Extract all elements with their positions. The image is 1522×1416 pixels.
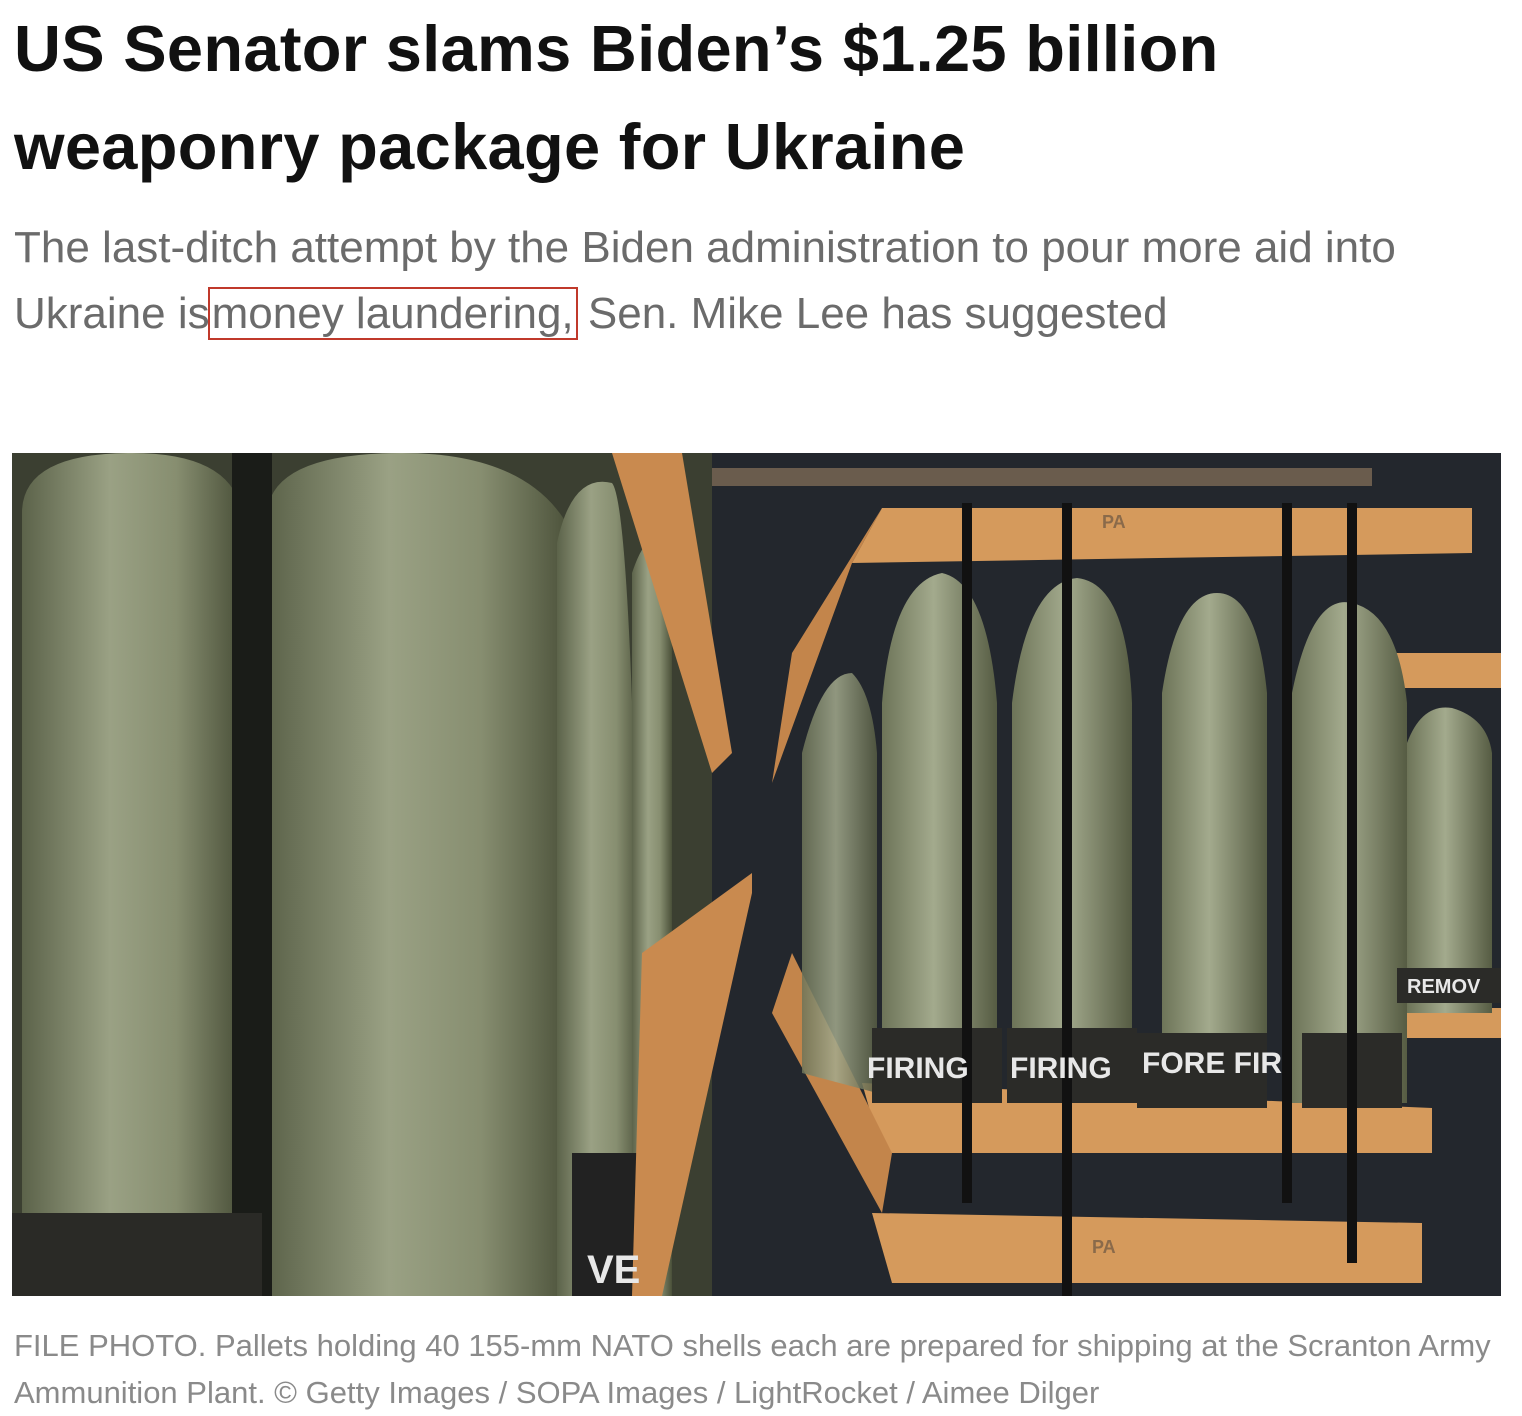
shell-label: FORE FIR [1142,1047,1282,1080]
shell-label: REMOV [1407,976,1481,998]
article-photo: FIRING FIRING FORE FIR REMOV VE PA PA [12,453,1501,1296]
shell-label: VE [587,1248,640,1292]
pallet-stamp: PA [1092,1237,1116,1257]
subtitle-text-end: Sen. Mike Lee has suggested [587,289,1168,338]
article-headline: US Senator slams Biden’s $1.25 billion w… [14,12,1219,183]
ammunition-shells-image: FIRING FIRING FORE FIR REMOV VE PA PA [12,453,1501,1296]
pallet-stamp: PA [1102,512,1126,532]
subtitle-text: The last-ditch attempt by the Biden admi… [14,223,1396,338]
article-subtitle: The last-ditch attempt by the Biden admi… [14,215,1514,347]
shell-label: FIRING [1010,1052,1112,1085]
highlighted-phrase: money laundering, [207,287,578,340]
shell-label: FIRING [867,1052,969,1085]
photo-caption: FILE PHOTO. Pallets holding 40 155-mm NA… [14,1328,1491,1410]
